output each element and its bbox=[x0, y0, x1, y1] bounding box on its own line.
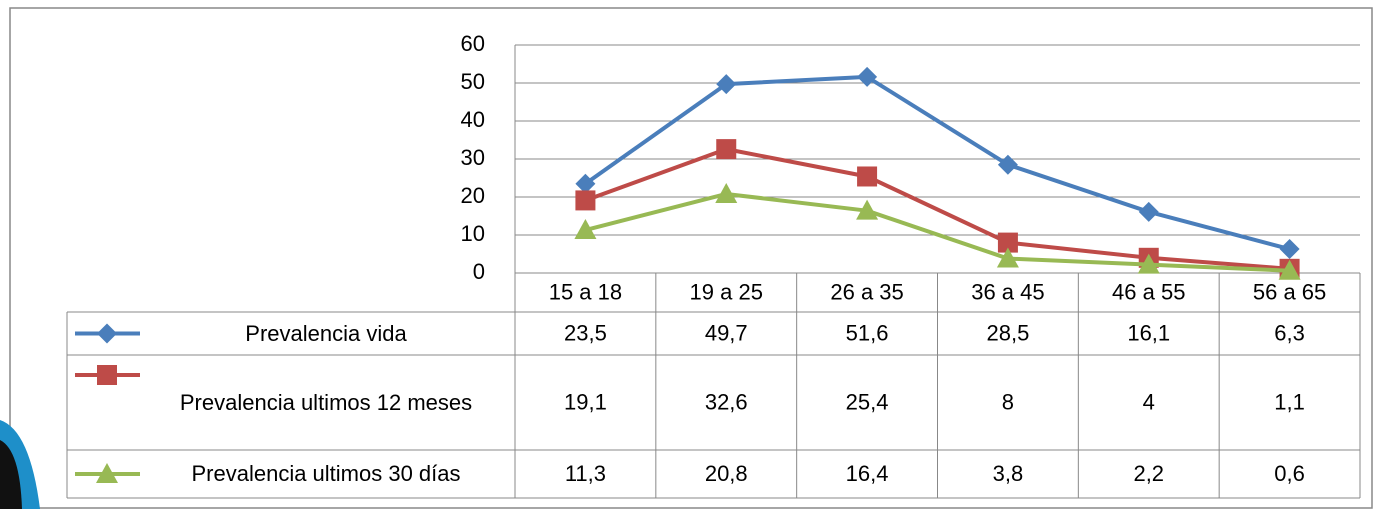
x-tick-label: 15 a 18 bbox=[549, 279, 622, 304]
table-value: 0,6 bbox=[1274, 461, 1305, 486]
series-line bbox=[584, 191, 1290, 273]
table-value: 1,1 bbox=[1274, 389, 1305, 414]
marker bbox=[574, 219, 597, 240]
series-name: Prevalencia vida bbox=[245, 320, 407, 346]
y-tick-label: 20 bbox=[461, 183, 485, 208]
x-tick-label: 19 a 25 bbox=[690, 279, 763, 304]
marker bbox=[715, 182, 738, 203]
legend-entry: Prevalencia ultimos 30 días bbox=[191, 461, 461, 486]
table-value: 20,8 bbox=[705, 461, 748, 486]
marker bbox=[857, 66, 878, 87]
y-tick-label: 50 bbox=[461, 69, 485, 94]
table-value: 2,2 bbox=[1133, 461, 1164, 486]
table-value: 19,1 bbox=[564, 389, 607, 414]
series-name: Prevalencia ultimos 30 días bbox=[191, 461, 461, 486]
x-tick-label: 26 a 35 bbox=[830, 279, 903, 304]
y-tick-label: 10 bbox=[461, 221, 485, 246]
table-value: 49,7 bbox=[705, 320, 748, 345]
marker bbox=[1278, 259, 1301, 280]
x-tick-label: 56 a 65 bbox=[1253, 279, 1326, 304]
marker bbox=[96, 463, 118, 483]
table-value: 51,6 bbox=[846, 320, 889, 345]
marker bbox=[575, 190, 596, 211]
marker bbox=[996, 247, 1019, 268]
marker bbox=[1138, 201, 1159, 222]
table-value: 16,4 bbox=[846, 461, 889, 486]
legend-entry: Prevalencia ultimos 12 meses bbox=[179, 389, 473, 415]
table-value: 23,5 bbox=[564, 320, 607, 345]
table-value: 11,3 bbox=[565, 461, 606, 486]
series-line bbox=[584, 147, 1290, 271]
marker bbox=[97, 365, 117, 385]
x-tick-label: 46 a 55 bbox=[1112, 279, 1185, 304]
marker bbox=[997, 232, 1018, 253]
marker bbox=[857, 166, 878, 187]
marker bbox=[1279, 239, 1300, 260]
table-value: 3,8 bbox=[993, 461, 1024, 486]
marker bbox=[716, 139, 737, 160]
marker bbox=[856, 199, 879, 220]
table-value: 16,1 bbox=[1127, 320, 1170, 345]
y-tick-label: 40 bbox=[461, 107, 485, 132]
decoration bbox=[0, 440, 22, 509]
marker bbox=[575, 173, 596, 194]
series-name: Prevalencia ultimos 12 meses bbox=[179, 389, 473, 415]
x-tick-label: 36 a 45 bbox=[971, 279, 1044, 304]
marker bbox=[97, 323, 117, 344]
table-value: 28,5 bbox=[987, 320, 1030, 345]
marker bbox=[716, 74, 737, 95]
table-value: 8 bbox=[1002, 389, 1014, 414]
y-tick-label: 60 bbox=[461, 31, 485, 56]
series-line bbox=[584, 74, 1291, 251]
y-tick-label: 30 bbox=[461, 145, 485, 170]
y-tick-label: 0 bbox=[473, 259, 485, 284]
marker bbox=[1137, 253, 1160, 274]
table-value: 6,3 bbox=[1274, 320, 1305, 345]
legend-entry: Prevalencia vida bbox=[245, 320, 407, 346]
table-value: 32,6 bbox=[705, 389, 748, 414]
marker bbox=[997, 154, 1018, 175]
table-value: 4 bbox=[1143, 389, 1155, 414]
table-value: 25,4 bbox=[846, 389, 889, 414]
